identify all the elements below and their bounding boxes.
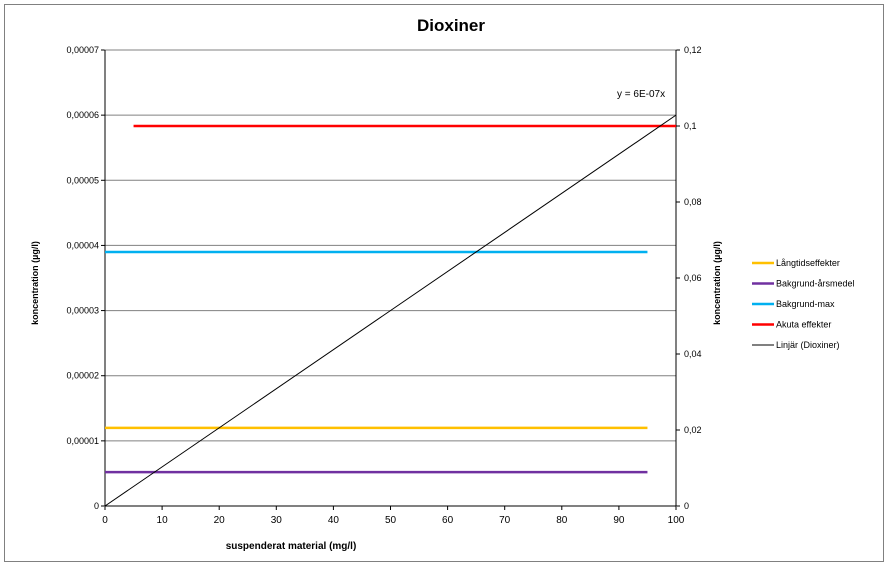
y-tick-label: 0,00003 xyxy=(66,306,99,316)
x-axis-label: suspenderat material (mg/l) xyxy=(226,541,357,552)
chart-title: Dioxiner xyxy=(417,16,485,35)
x-tick-label: 50 xyxy=(385,515,397,526)
chart-frame: Dioxiner 0 0,00001 0,00002 0,00003 0,00004 0,… xyxy=(4,4,884,562)
y2-tick-label: 0,08 xyxy=(684,197,702,207)
x-tick-label: 0 xyxy=(102,515,108,526)
y2-axis-label: koncentration (µg/l) xyxy=(712,241,722,325)
series-line-5 xyxy=(104,114,677,507)
y-tick-label: 0,00005 xyxy=(66,175,99,185)
y-tick-label: 0,00004 xyxy=(66,240,99,250)
y-tick-label: 0,00007 xyxy=(66,45,99,55)
x-tick-label: 90 xyxy=(613,515,625,526)
y2-tick-label: 0 xyxy=(684,501,689,511)
y2-tick-label: 0,1 xyxy=(684,121,697,131)
x-tick-label: 40 xyxy=(328,515,340,526)
y2-tick-label: 0,12 xyxy=(684,45,702,55)
legend: Långtidseffekter Bakgrund-årsmedel Bakgrun… xyxy=(752,258,855,350)
series-group xyxy=(104,114,677,507)
x-tick-label: 60 xyxy=(442,515,454,526)
y-axis-label: koncentration (µg/l) xyxy=(30,241,40,325)
x-tick-label: 80 xyxy=(556,515,568,526)
y-tick-label: 0,00006 xyxy=(66,110,99,120)
x-tick-label: 30 xyxy=(271,515,283,526)
legend-label: Bakgrund-max xyxy=(776,299,835,309)
x-tick-label: 100 xyxy=(668,515,685,526)
legend-label: Linjär (Dioxiner) xyxy=(776,340,840,350)
axes: 0 0,00001 0,00002 0,00003 0,00004 0,00005 0,00… xyxy=(66,45,701,526)
y-tick-label: 0,00001 xyxy=(66,436,99,446)
chart-svg: Dioxiner 0 0,00001 0,00002 0,00003 0,00004 0,… xyxy=(30,16,855,552)
gridlines xyxy=(105,49,676,442)
legend-label: Akuta effekter xyxy=(776,320,831,330)
legend-label: Långtidseffekter xyxy=(776,258,840,268)
y-tick-label: 0,00002 xyxy=(66,371,99,381)
x-tick-label: 70 xyxy=(499,515,511,526)
plot-area xyxy=(104,49,677,507)
y2-tick-label: 0,02 xyxy=(684,425,702,435)
x-tick-label: 20 xyxy=(214,515,226,526)
y2-tick-label: 0,06 xyxy=(684,273,702,283)
y2-tick-label: 0,04 xyxy=(684,349,702,359)
x-tick-label: 10 xyxy=(157,515,169,526)
legend-label: Bakgrund-årsmedel xyxy=(776,279,855,289)
annotation-trendline-equation: y = 6E-07x xyxy=(617,89,665,100)
y-tick-label: 0 xyxy=(94,501,99,511)
